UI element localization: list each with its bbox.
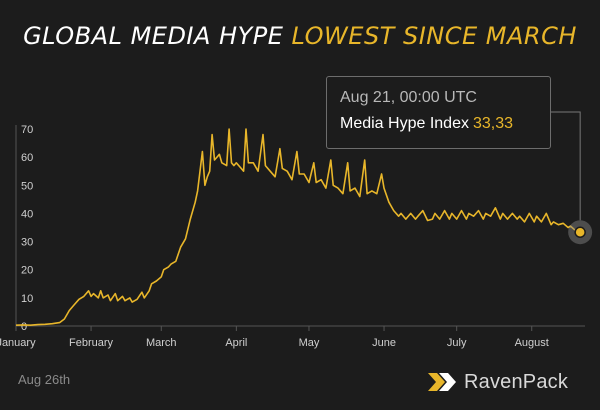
y-tick-label: 60 [21, 152, 33, 164]
x-tick-label: May [299, 337, 320, 349]
ravenpack-logo[interactable]: RavenPack [428, 369, 568, 395]
tooltip-row: Media Hype Index 33,33 [340, 115, 550, 133]
x-tick-label: July [447, 337, 467, 349]
x-tick-label: August [515, 337, 549, 349]
y-tick-label: 20 [21, 265, 33, 277]
title-highlight: LOWEST SINCE MARCH [291, 22, 577, 50]
y-tick-label: 50 [21, 180, 33, 192]
footer-date: Aug 26th [18, 372, 71, 387]
tooltip-value: 33,33 [472, 115, 514, 132]
y-tick-label: 0 [21, 321, 27, 333]
tooltip-date: Aug 21, 00:00 UTC [340, 89, 477, 106]
brand-name: RavenPack [464, 370, 569, 393]
y-tick-label: 40 [21, 208, 33, 220]
x-tick-label: June [372, 337, 396, 349]
title-main: GLOBAL MEDIA HYPE [23, 22, 292, 50]
chart-title: GLOBAL MEDIA HYPE LOWEST SINCE MARCH [0, 22, 600, 50]
y-tick-label: 30 [21, 237, 33, 249]
x-tick-label: January [0, 337, 36, 349]
x-tick-label: February [69, 337, 114, 349]
tooltip-label: Media Hype Index [340, 115, 469, 132]
x-tick-label: April [225, 337, 247, 349]
y-tick-label: 70 [21, 124, 33, 136]
highlight-point [574, 226, 586, 238]
series-line [15, 128, 586, 326]
data-tooltip: Aug 21, 00:00 UTC Media Hype Index 33,33 [326, 76, 551, 149]
tooltip-connector [551, 111, 581, 221]
ravenpack-chevron-icon [428, 373, 456, 391]
x-tick-label: March [146, 337, 177, 349]
y-tick-label: 10 [21, 293, 33, 305]
